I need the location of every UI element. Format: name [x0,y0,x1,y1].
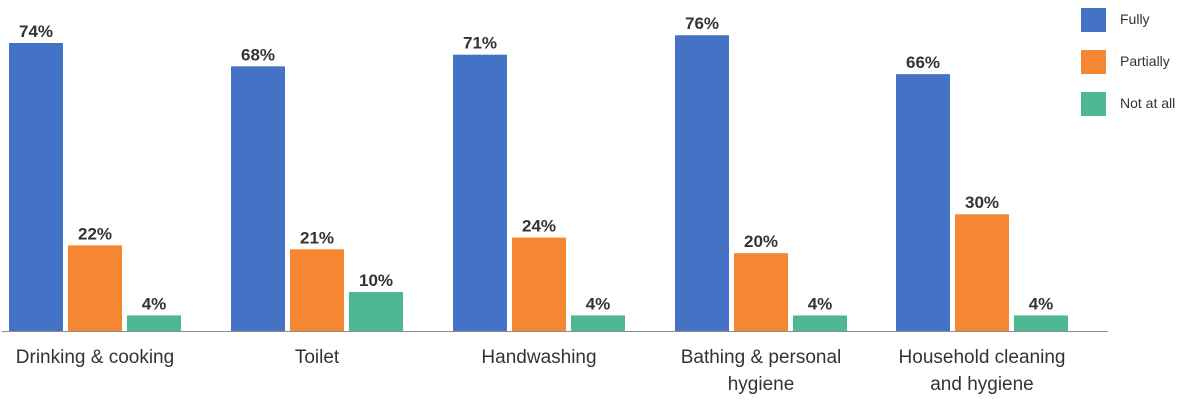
legend-label-fully: Fully [1120,11,1150,27]
category-label-2: Toilet [295,347,340,368]
bar-partially-3 [512,237,566,331]
bar-not-at-all-4 [793,315,847,331]
bar-partially-1 [68,245,122,331]
category-label-4: Bathing & personal hygiene [681,347,842,395]
value-label-fully-2: 68% [241,45,275,64]
value-label-partially-4: 20% [744,232,778,251]
legend-label-partially: Partially [1120,53,1170,69]
category-label-1: Drinking & cooking [16,347,174,368]
bar-partially-5 [955,214,1009,331]
value-label-not-at-all-1: 4% [142,294,167,313]
bar-partially-4 [734,253,788,331]
value-label-partially-2: 21% [300,228,334,247]
bar-fully-2 [231,66,285,331]
value-label-fully-5: 66% [906,53,940,72]
bar-not-at-all-5 [1014,315,1068,331]
category-label-5: Household cleaning and hygiene [899,347,1066,395]
legend-label-not-at-all: Not at all [1120,95,1175,111]
value-label-partially-3: 24% [522,217,556,236]
value-label-partially-1: 22% [78,224,112,243]
bar-not-at-all-3 [571,315,625,331]
bar-fully-1 [9,43,63,331]
legend-swatch-fully [1081,8,1106,32]
bar-fully-5 [896,74,950,331]
bar-not-at-all-1 [127,315,181,331]
value-label-not-at-all-4: 4% [808,294,833,313]
value-label-fully-1: 74% [19,22,53,41]
value-label-fully-3: 71% [463,34,497,53]
value-labels-layer: 74% 22% 4% 68% 21% 10% 71% 24% 4% 76% 20% 4% 66% 30% 4… [19,14,1053,313]
value-label-fully-4: 76% [685,14,719,33]
category-labels-layer: Drinking & cooking Toilet Handwashing Bathi… [16,347,1066,395]
value-label-not-at-all-5: 4% [1029,294,1054,313]
category-label-3: Handwashing [481,347,596,368]
value-label-not-at-all-2: 10% [359,271,393,290]
legend: Fully Partially Not at all [1081,8,1175,116]
bar-partially-2 [290,249,344,331]
bars-layer [9,35,1068,332]
legend-swatch-partially [1081,50,1106,74]
legend-swatch-not-at-all [1081,92,1106,116]
bar-not-at-all-2 [349,292,403,331]
bar-fully-4 [675,35,729,331]
value-label-partially-5: 30% [965,193,999,212]
bar-fully-3 [453,54,507,332]
value-label-not-at-all-3: 4% [586,294,611,313]
